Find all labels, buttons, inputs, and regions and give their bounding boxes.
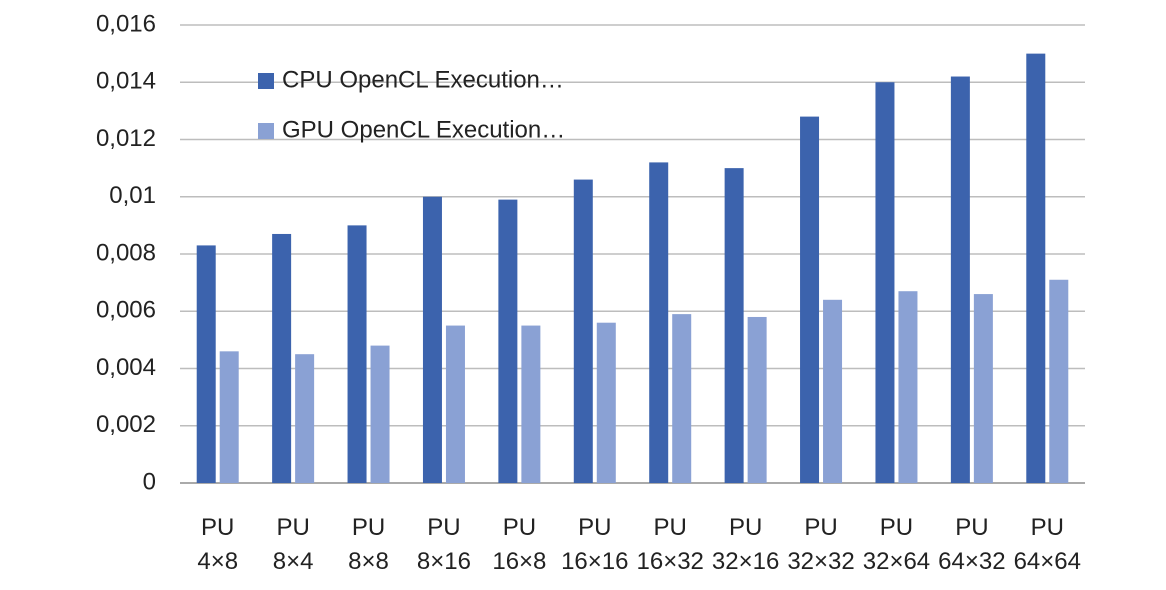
bar <box>422 196 442 483</box>
bar <box>1049 279 1069 483</box>
bar <box>370 345 390 483</box>
y-tick-label: 0,008 <box>96 239 156 266</box>
bar <box>347 225 367 483</box>
x-tick-label: PU 32×64 <box>862 514 931 575</box>
bar <box>950 76 970 484</box>
legend-label: GPU OpenCL Execution… <box>282 116 565 143</box>
y-tick-label: 0,012 <box>96 125 156 152</box>
y-tick-label: 0,016 <box>96 10 156 37</box>
x-tick-label: PU 8×16 <box>416 514 471 575</box>
bar <box>800 116 820 483</box>
x-tick-label: PU 32×32 <box>787 514 855 575</box>
x-tick-label: PU 32×16 <box>711 514 780 575</box>
bar <box>521 325 541 483</box>
x-tick-label: PU 16×32 <box>636 514 704 575</box>
bar <box>498 199 518 484</box>
x-tick-label: PU 64×32 <box>938 514 1006 575</box>
bar <box>596 322 616 483</box>
bar <box>724 168 744 483</box>
bar <box>1026 53 1046 483</box>
y-tick-label: 0,01 <box>109 182 156 209</box>
bar <box>672 314 692 483</box>
bar <box>445 325 465 483</box>
bar <box>649 162 669 483</box>
bar <box>823 299 843 483</box>
y-tick-label: 0,006 <box>96 297 156 324</box>
x-tick-label: PU 4×8 <box>197 514 239 575</box>
bar <box>973 294 993 483</box>
bar <box>747 316 767 483</box>
bar <box>196 245 216 483</box>
bar <box>898 291 918 483</box>
legend-swatch <box>258 123 274 139</box>
x-tick-label: PU 8×8 <box>348 514 389 575</box>
y-tick-label: 0,014 <box>96 68 156 95</box>
x-tick-label: PU 16×16 <box>561 514 629 575</box>
y-tick-label: 0,004 <box>96 354 156 381</box>
x-tick-label: PU 8×4 <box>272 514 314 575</box>
y-tick-label: 0,002 <box>96 411 156 438</box>
x-tick-label: PU 64×64 <box>1013 514 1081 575</box>
bar <box>573 179 593 483</box>
legend-label: CPU OpenCL Execution… <box>282 66 564 93</box>
bar <box>875 82 895 483</box>
legend-swatch <box>258 73 274 89</box>
bar <box>219 351 239 483</box>
bar <box>272 233 292 483</box>
bar <box>295 354 315 483</box>
x-tick-label: PU 16×8 <box>492 514 547 575</box>
y-tick-label: 0 <box>143 468 156 495</box>
